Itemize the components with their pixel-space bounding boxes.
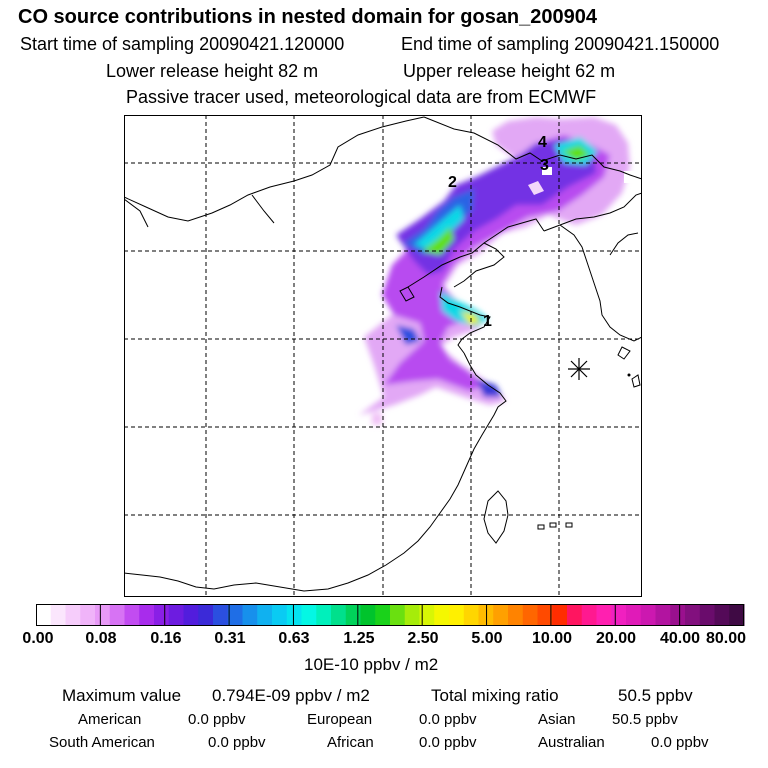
colorbar-cell [522, 604, 538, 626]
colorbar-cell [286, 604, 302, 626]
colorbar [36, 604, 745, 626]
marker-3: 3 [540, 157, 549, 174]
colorbar-cell [640, 604, 656, 626]
colorbar-cell [168, 604, 184, 626]
plume-gap [542, 167, 552, 175]
colorbar-cell [124, 604, 140, 626]
colorbar-cell [685, 604, 701, 626]
colorbar-cell [729, 604, 745, 626]
region-asian-label: Asian [538, 711, 576, 728]
colorbar-cell [227, 604, 243, 626]
colorbar-cell [65, 604, 81, 626]
region-american-value: 0.0 ppbv [188, 711, 246, 728]
colorbar-cell [581, 604, 597, 626]
total-mixing-ratio-label: Total mixing ratio [431, 686, 559, 705]
lat-lon-grid [124, 115, 642, 597]
region-asian-value: 50.5 ppbv [612, 711, 678, 728]
colorbar-tick-label: 20.00 [595, 630, 637, 647]
colorbar-tick-label: 2.50 [407, 630, 439, 647]
colorbar-cell [434, 604, 450, 626]
colorbar-cell [80, 604, 96, 626]
plume-light-spot [528, 181, 544, 195]
colorbar-cell [508, 604, 524, 626]
coastline-layer [124, 116, 642, 592]
start-time-label: Start time of sampling 20090421.120000 [20, 34, 345, 54]
colorbar-cell [390, 604, 406, 626]
colorbar-cell [301, 604, 317, 626]
colorbar-cell [213, 604, 229, 626]
colorbar-tick-label: 10.00 [531, 630, 573, 647]
colorbar-cell [183, 604, 199, 626]
region-european-value: 0.0 ppbv [419, 711, 477, 728]
colorbar-cell [257, 604, 273, 626]
region-australian-value: 0.0 ppbv [651, 734, 709, 751]
marker-4: 4 [538, 134, 547, 151]
colorbar-cell [626, 604, 642, 626]
colorbar-tick-label: 0.16 [150, 630, 182, 647]
colorbar-cell [714, 604, 730, 626]
colorbar-cell [109, 604, 125, 626]
total-mixing-ratio-value: 50.5 ppbv [618, 686, 693, 705]
colorbar-cell [139, 604, 155, 626]
colorbar-cell [493, 604, 509, 626]
plot-title: CO source contributions in nested domain… [18, 6, 598, 28]
colorbar-cell [404, 604, 420, 626]
colorbar-cell [699, 604, 715, 626]
colorbar-tick-label: 40.00 [659, 630, 701, 647]
colorbar-cell [567, 604, 583, 626]
tracer-info-label: Passive tracer used, meteorological data… [126, 87, 597, 107]
colorbar-cell [345, 604, 361, 626]
colorbar-unit: 10E-10 ppbv / m2 [304, 655, 439, 674]
colorbar-cell [242, 604, 258, 626]
colorbar-tick-label: 0.08 [85, 630, 117, 647]
colorbar-cell [95, 604, 111, 626]
colorbar-cell [449, 604, 465, 626]
colorbar-cell [154, 604, 170, 626]
upper-release-height-label: Upper release height 62 m [403, 61, 616, 81]
colorbar-cell [272, 604, 288, 626]
colorbar-cell [375, 604, 391, 626]
colorbar-cell [36, 604, 52, 626]
region-african-label: African [327, 734, 374, 751]
colorbar-cell [360, 604, 376, 626]
colorbar-cell [655, 604, 671, 626]
marker-2: 2 [448, 174, 457, 191]
colorbar-tick-label: 5.00 [471, 630, 503, 647]
colorbar-cell [50, 604, 66, 626]
colorbar-tick-label: 80.00 [705, 630, 747, 647]
region-south-american-label: South American [49, 734, 155, 751]
colorbar-cell [198, 604, 214, 626]
colorbar-cell [552, 604, 568, 626]
colorbar-cell [596, 604, 612, 626]
marker-1: 1 [483, 313, 492, 330]
colorbar-tick-label: 0.31 [214, 630, 246, 647]
colorbar-cell [463, 604, 479, 626]
max-value: 0.794E-09 ppbv / m2 [212, 686, 370, 705]
region-australian-label: Australian [538, 734, 605, 751]
max-value-label: Maximum value [62, 686, 182, 705]
end-time-label: End time of sampling 20090421.150000 [401, 34, 720, 54]
colorbar-cell [316, 604, 332, 626]
asterisk-receptor-icon [568, 358, 590, 380]
lower-release-height-label: Lower release height 82 m [106, 61, 319, 81]
colorbar-tick-label: 1.25 [343, 630, 375, 647]
region-african-value: 0.0 ppbv [419, 734, 477, 751]
colorbar-tick-label: 0.00 [22, 630, 54, 647]
map-panel: 1 2 3 4 [124, 115, 642, 597]
colorbar-cell [537, 604, 553, 626]
region-european-label: European [307, 711, 373, 728]
colorbar-cell [611, 604, 627, 626]
region-american-label: American [78, 711, 142, 728]
region-south-american-value: 0.0 ppbv [208, 734, 266, 751]
colorbar-tick-label: 0.63 [278, 630, 310, 647]
map-frame [124, 115, 642, 597]
colorbar-cell [419, 604, 435, 626]
island-dot [627, 373, 631, 377]
colorbar-cell [670, 604, 686, 626]
colorbar-cell [331, 604, 347, 626]
